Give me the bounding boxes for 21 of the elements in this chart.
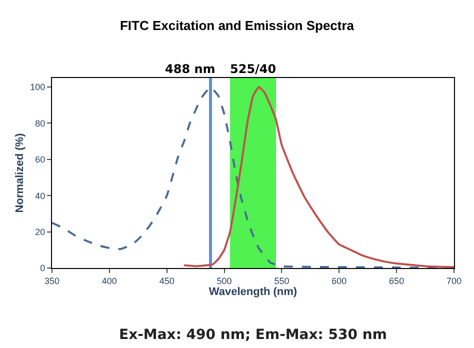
x-tick-label: 550 (274, 276, 290, 286)
x-tick-label: 650 (389, 276, 404, 286)
ref-line-label: 488 nm (165, 62, 216, 76)
x-tick-label: 600 (332, 276, 347, 286)
chart-title: FITC Excitation and Emission Spectra (120, 18, 355, 33)
y-tick-label: 40 (35, 190, 46, 201)
x-axis-title: Wavelength (nm) (208, 286, 298, 298)
x-tick-label: 700 (446, 276, 462, 286)
y-tick-label: 0 (40, 263, 46, 274)
band-label: 525/40 (230, 62, 276, 76)
y-axis-title: Normalized (%) (14, 132, 26, 213)
x-tick-label: 350 (44, 276, 60, 286)
x-tick-label: 450 (159, 276, 174, 286)
x-tick-label: 500 (216, 276, 232, 286)
y-tick-label: 20 (35, 226, 46, 237)
text: Ex-Max: 490 nm; Em-Max: 530 nm (119, 327, 387, 343)
line-series (183, 86, 454, 268)
y-tick-label: 100 (30, 82, 46, 92)
y-tick-label: 60 (35, 154, 46, 165)
y-tick-label: 80 (35, 118, 46, 128)
x-tick-label: 400 (102, 276, 117, 286)
